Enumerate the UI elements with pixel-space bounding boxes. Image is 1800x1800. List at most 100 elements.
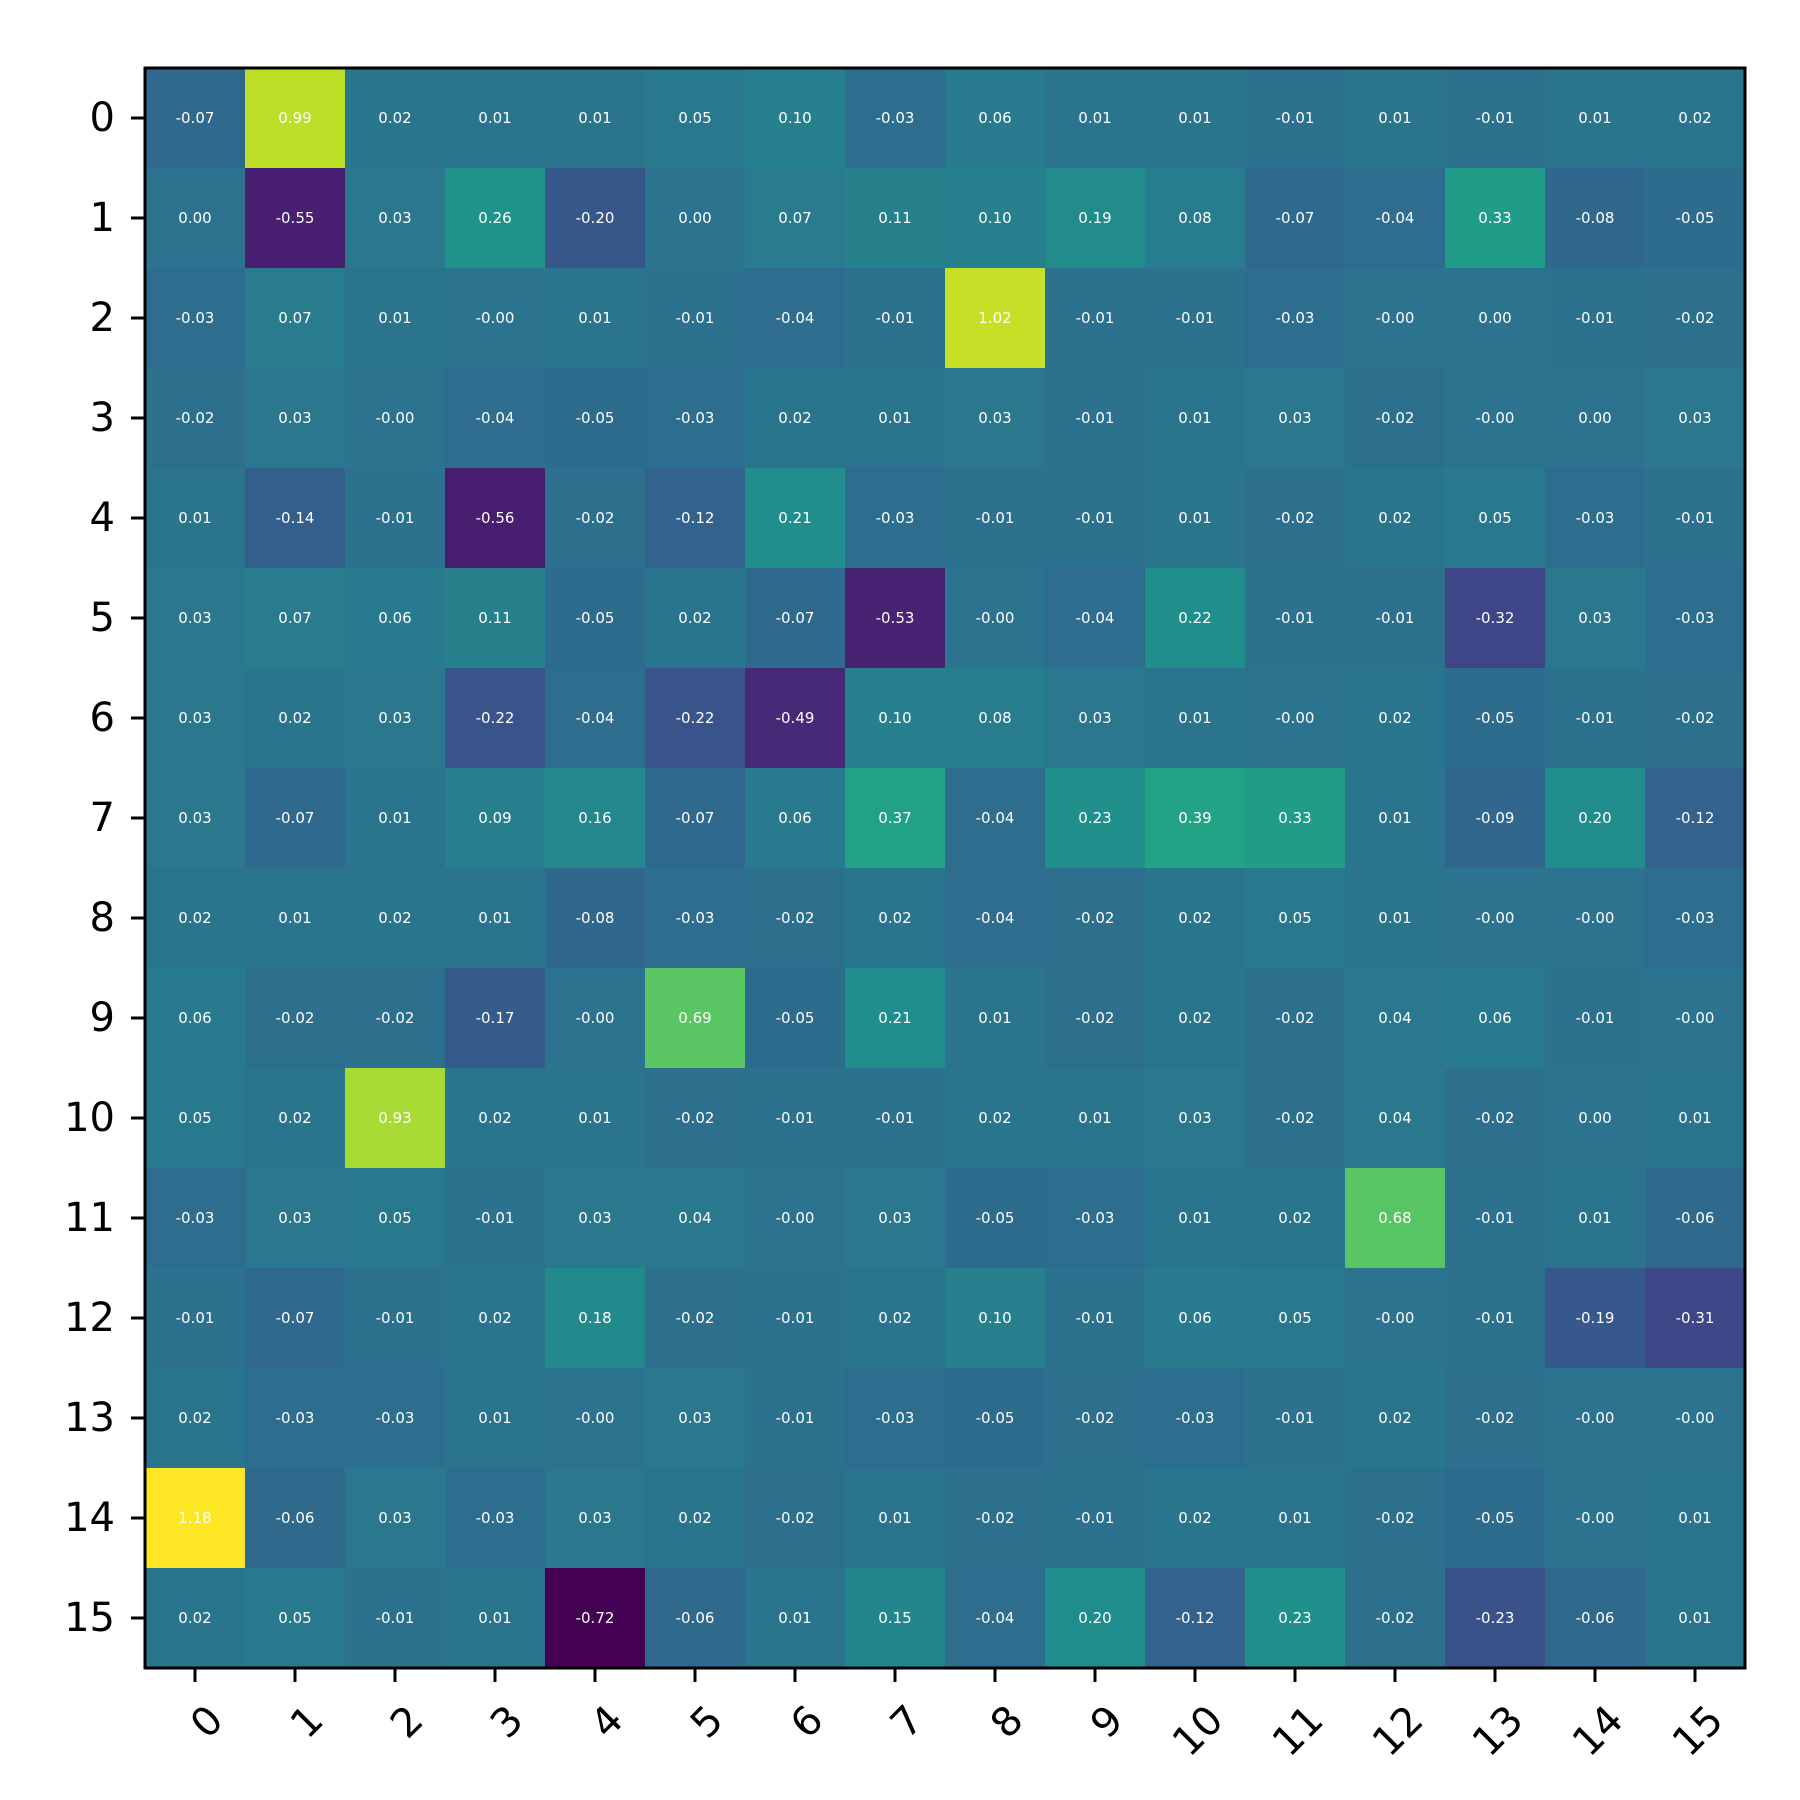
heatmap-cell <box>445 168 546 269</box>
cell-value-label: 0.00 <box>678 209 711 227</box>
heatmap-cell <box>1245 868 1346 969</box>
heatmap-cell <box>945 568 1046 669</box>
heatmap-cell <box>1145 968 1246 1069</box>
heatmap-cell <box>1045 468 1146 569</box>
heatmap-cell <box>1245 568 1346 669</box>
heatmap-cell <box>245 268 346 369</box>
cell-value-label: -0.00 <box>1476 409 1515 427</box>
heatmap-cell <box>145 368 246 469</box>
heatmap-cell <box>845 1468 946 1569</box>
heatmap-cell <box>1645 968 1746 1069</box>
y-tick-label: 11 <box>64 1195 115 1241</box>
heatmap-cell <box>945 1368 1046 1469</box>
heatmap-cell <box>245 868 346 969</box>
heatmap-cell <box>445 268 546 369</box>
cell-value-label: -0.01 <box>1576 309 1615 327</box>
heatmap-cell <box>445 1368 546 1469</box>
cell-value-label: -0.07 <box>276 1309 315 1327</box>
x-axis: 0 1 2 3 4 5 6 7 8 9 10 11 12 13 14 15 <box>182 1668 1732 1766</box>
heatmap-cell <box>745 868 846 969</box>
heatmap-cell <box>545 168 646 269</box>
cell-value-label: 0.11 <box>478 609 511 627</box>
heatmap-cell <box>445 668 546 769</box>
heatmap-cell <box>1345 168 1446 269</box>
x-tick-label: 13 <box>1464 1697 1533 1766</box>
heatmap-cell <box>545 968 646 1069</box>
heatmap-cell <box>645 1068 746 1169</box>
heatmap-cell <box>745 1468 846 1569</box>
cell-value-label: -0.01 <box>476 1209 515 1227</box>
cell-value-label: -0.01 <box>776 1309 815 1327</box>
cell-value-label: -0.00 <box>1576 909 1615 927</box>
cell-value-label: -0.00 <box>1476 909 1515 927</box>
cell-value-label: 0.01 <box>478 909 511 927</box>
cell-value-label: 0.04 <box>1378 1009 1411 1027</box>
heatmap-cell <box>1145 1368 1246 1469</box>
cell-value-label: -0.01 <box>1276 609 1315 627</box>
heatmap-cell <box>1145 1468 1246 1569</box>
heatmap-cell <box>345 468 446 569</box>
cell-value-label: 0.01 <box>1578 109 1611 127</box>
heatmap-cell <box>1645 468 1746 569</box>
heatmap-cell <box>1045 368 1146 469</box>
heatmap-cell <box>245 1368 346 1469</box>
cell-value-label: -0.32 <box>1476 609 1515 627</box>
cell-value-label: 0.10 <box>878 709 911 727</box>
heatmap-cell <box>345 868 446 969</box>
cell-value-label: 0.00 <box>1578 409 1611 427</box>
cell-value-label: -0.08 <box>1576 209 1615 227</box>
heatmap-cell <box>1645 1368 1746 1469</box>
heatmap-cell <box>1045 68 1146 169</box>
heatmap-cell <box>745 1268 846 1369</box>
heatmap-cell <box>445 468 546 569</box>
heatmap-cell <box>145 268 246 369</box>
cell-value-label: 0.02 <box>178 1409 211 1427</box>
heatmap-cell <box>1545 368 1646 469</box>
cell-value-label: -0.03 <box>1276 309 1315 327</box>
heatmap-cell <box>245 468 346 569</box>
cell-value-label: -0.22 <box>476 709 515 727</box>
heatmap-cell <box>445 968 546 1069</box>
cell-value-label: -0.03 <box>376 1409 415 1427</box>
heatmap-cell <box>1145 368 1246 469</box>
cell-value-label: -0.08 <box>576 909 615 927</box>
heatmap-cell <box>1145 168 1246 269</box>
cell-value-label: 0.68 <box>1378 1209 1411 1227</box>
heatmap-cell-labels: -0.07 0.99 0.02 0.01 0.01 0.05 0.10 -0.03 0.06 0.… <box>176 109 1715 1627</box>
heatmap-cell <box>1345 1368 1446 1469</box>
cell-value-label: 0.02 <box>1178 909 1211 927</box>
heatmap-cell <box>1245 1368 1346 1469</box>
y-tick-label: 7 <box>90 795 115 841</box>
cell-value-label: 0.00 <box>1578 1109 1611 1127</box>
cell-value-label: -0.03 <box>876 109 915 127</box>
cell-value-label: -0.05 <box>1476 1509 1515 1527</box>
cell-value-label: -0.20 <box>576 209 615 227</box>
cell-value-label: -0.02 <box>676 1309 715 1327</box>
heatmap-cell <box>1145 868 1246 969</box>
plot-frame <box>143 66 1747 1670</box>
heatmap-cell <box>1245 1068 1346 1169</box>
heatmap-cell <box>345 1368 446 1469</box>
x-tick-label: 5 <box>682 1697 733 1748</box>
cell-value-label: 0.01 <box>578 1109 611 1127</box>
heatmap-cell <box>545 868 646 969</box>
heatmap-cell <box>1545 468 1646 569</box>
heatmap-cell <box>445 1568 546 1669</box>
x-tick-label: 10 <box>1164 1697 1233 1766</box>
heatmap-cell <box>245 368 346 469</box>
heatmap-cell <box>1545 668 1646 769</box>
heatmap-cell <box>1245 1468 1346 1569</box>
cell-value-label: 0.20 <box>1578 809 1611 827</box>
heatmap-cell <box>645 1368 746 1469</box>
cell-value-label: 0.02 <box>878 909 911 927</box>
cell-value-label: 0.01 <box>1678 1509 1711 1527</box>
cell-value-label: 0.15 <box>878 1609 911 1627</box>
heatmap-cell <box>645 668 746 769</box>
heatmap-cell <box>845 168 946 269</box>
heatmap-cell <box>245 1568 346 1669</box>
heatmap-cell <box>745 1168 846 1269</box>
cell-value-label: -0.01 <box>876 309 915 327</box>
cell-value-label: 0.19 <box>1078 209 1111 227</box>
heatmap-cell <box>1545 568 1646 669</box>
heatmap-cell <box>1045 868 1146 969</box>
